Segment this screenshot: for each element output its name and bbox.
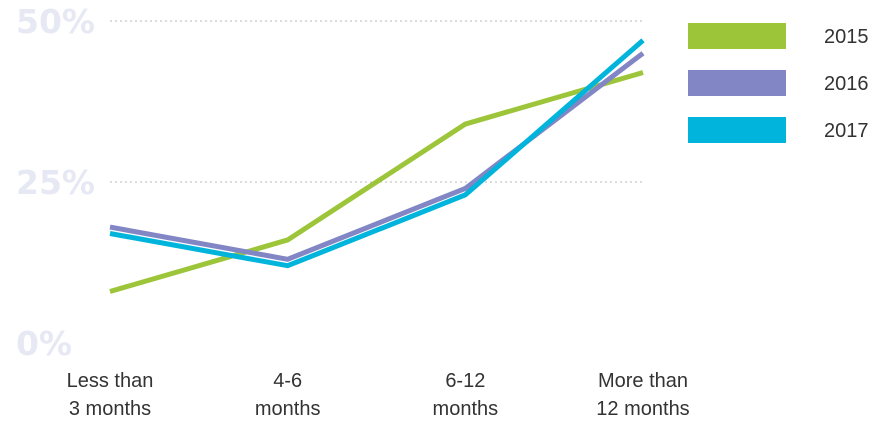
legend-swatch-2015 <box>688 23 786 49</box>
legend-label-2015: 2015 <box>824 26 869 48</box>
x-tick-label: Less than 3 months <box>67 370 154 420</box>
y-tick-label: 0% <box>16 324 72 363</box>
legend-swatch-2016 <box>688 70 786 96</box>
x-tick-label: 4-6 months <box>255 370 321 420</box>
x-tick-label: More than 12 months <box>596 370 689 420</box>
series-line-2017 <box>109 38 645 269</box>
series-line-2015 <box>109 70 644 294</box>
legend-swatch-2017 <box>688 117 786 143</box>
gridlines <box>110 20 643 183</box>
y-axis-ticks: 0% 25% 50% <box>16 2 95 363</box>
legend-label-2016: 2016 <box>824 73 869 95</box>
y-tick-label: 25% <box>16 163 95 202</box>
series-lines <box>109 38 645 294</box>
x-tick-label: 6-12 months <box>433 370 499 420</box>
y-tick-label: 50% <box>16 2 95 41</box>
x-axis-ticks: Less than 3 months 4-6 months 6-12 months More… <box>67 370 690 420</box>
legend: 2015 2016 2017 <box>688 23 869 143</box>
legend-label-2017: 2017 <box>824 120 869 142</box>
